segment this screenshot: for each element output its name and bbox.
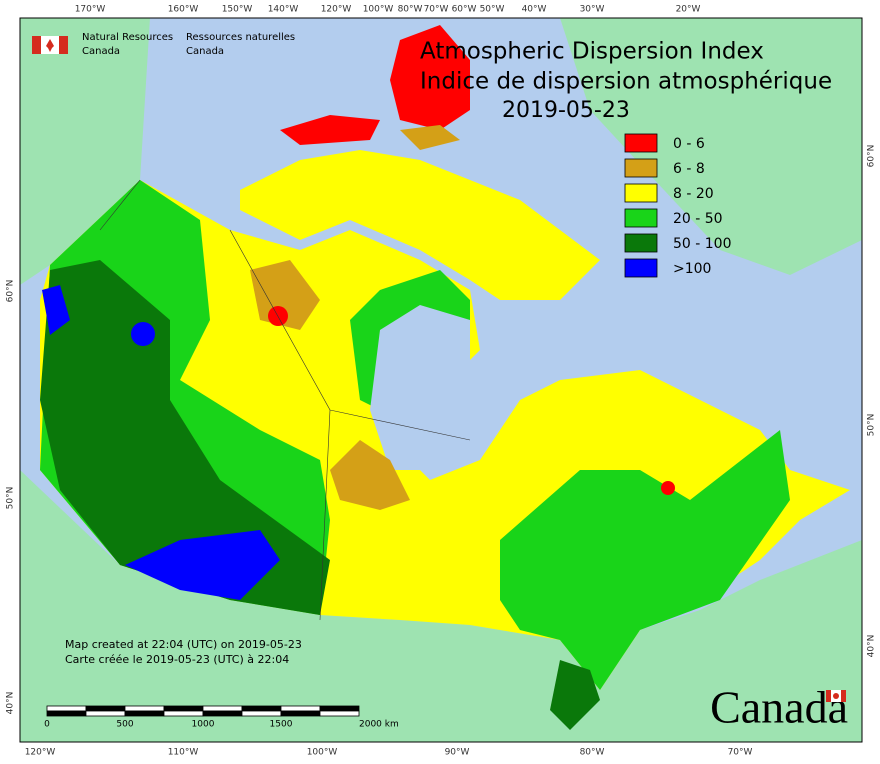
longitude-label: 110°W [168, 748, 199, 758]
manitoba-low [330, 440, 410, 510]
usa [20, 470, 862, 742]
arctic-poor [280, 115, 380, 145]
longitude-label: 170°W [75, 5, 106, 15]
legend-label: >100 [673, 261, 711, 277]
scale-label: 0 [44, 720, 50, 730]
hudson-bay [370, 305, 470, 470]
footer-en: Map created at 22:04 (UTC) on 2019-05-23 [65, 638, 302, 651]
scale-segment [202, 710, 243, 717]
longitude-label: 100°W [307, 748, 338, 758]
flag-bar [59, 36, 68, 54]
longitude-label: 20°W [676, 5, 701, 15]
map-area [19, 17, 863, 743]
latitude-label: 60°N [6, 280, 16, 303]
map-frame [19, 17, 863, 743]
legend-label: 50 - 100 [673, 236, 732, 252]
scale-segment [46, 710, 87, 717]
quebec-poor [661, 481, 675, 495]
scale-segment [163, 710, 204, 717]
scale-label: 2000 km [359, 720, 399, 730]
legend-swatch [624, 158, 658, 178]
title-fr: Indice de dispersion atmosphérique [420, 69, 832, 95]
flag-bar [32, 36, 41, 54]
yukon-high [131, 322, 155, 346]
logo: Natural Resources Canada Ressources natu… [32, 32, 295, 57]
legend-swatch [624, 133, 658, 153]
legend-label: 6 - 8 [673, 161, 705, 177]
longitude-label: 120°W [321, 5, 352, 15]
coast-high [42, 285, 70, 335]
legend-swatch [624, 208, 658, 228]
wordmark-flag-leaf [833, 693, 839, 699]
scale-segment [46, 705, 87, 712]
scale-segment [163, 705, 204, 712]
scale-segment [280, 710, 321, 717]
longitude-label: 90°W [445, 748, 470, 758]
borders [99, 179, 471, 621]
longitude-label: 40°W [522, 5, 547, 15]
longitude-label: 150°W [222, 5, 253, 15]
scale-label: 500 [116, 720, 133, 730]
longitude-label: 60°W [452, 5, 477, 15]
latitude-label: 50°N [6, 487, 16, 510]
legend-label: 8 - 20 [673, 186, 714, 202]
latitude-label: 40°N [6, 692, 16, 715]
longitude-label: 140°W [268, 5, 299, 15]
east-moderate [500, 430, 790, 690]
footer-fr: Carte créée le 2019-05-23 (UTC) à 22:04 [65, 653, 289, 666]
longitude-label: 80°W [580, 748, 605, 758]
longitude-label: 160°W [168, 5, 199, 15]
scale-segment [124, 705, 165, 712]
west-good [40, 260, 330, 615]
scale-segment [319, 705, 360, 712]
legend-label: 20 - 50 [673, 211, 723, 227]
scale-segment [85, 710, 126, 717]
nwt-low [250, 260, 320, 330]
flag-leaf [46, 39, 54, 52]
title-en: Atmospheric Dispersion Index [420, 39, 764, 65]
scale-segment [319, 710, 360, 717]
latitude-label: 40°N [867, 635, 877, 658]
longitude-label: 70°W [424, 5, 449, 15]
scale-label: 1000 [192, 720, 215, 730]
agency-fr: Ressources naturelles [186, 32, 295, 43]
arctic-low [400, 125, 460, 150]
prairie-high [125, 530, 280, 600]
longitude-label: 120°W [25, 748, 56, 758]
scale-segment [124, 710, 165, 717]
greenland [560, 18, 862, 275]
agency-en: Canada [82, 46, 120, 57]
scale-segment [202, 705, 243, 712]
scale-segment [85, 705, 126, 712]
scale-label: 1500 [270, 720, 293, 730]
scale-segment [241, 710, 282, 717]
latitude-label: 50°N [867, 414, 877, 437]
legend-swatch [624, 233, 658, 253]
legend-swatch [624, 183, 658, 203]
longitude-label: 50°W [480, 5, 505, 15]
alaska [20, 18, 150, 285]
wordmark-flag [826, 690, 846, 702]
arctic-islands [240, 150, 600, 300]
legend-swatch [624, 258, 658, 278]
longitude-label: 100°W [363, 5, 394, 15]
longitude-label: 30°W [580, 5, 605, 15]
scale-segment [280, 705, 321, 712]
longitude-label: 80°W [398, 5, 423, 15]
scale-segment [241, 705, 282, 712]
latitude-label: 60°N [867, 145, 877, 168]
longitude-label: 70°W [728, 748, 753, 758]
wordmark: Canada [710, 682, 848, 733]
agency-fr: Canada [186, 46, 224, 57]
title-date: 2019-05-23 [502, 98, 630, 123]
ontario-south [550, 660, 600, 730]
agency-en: Natural Resources [82, 32, 173, 43]
ellesmere-poor [390, 25, 470, 130]
legend-label: 0 - 6 [673, 136, 705, 152]
